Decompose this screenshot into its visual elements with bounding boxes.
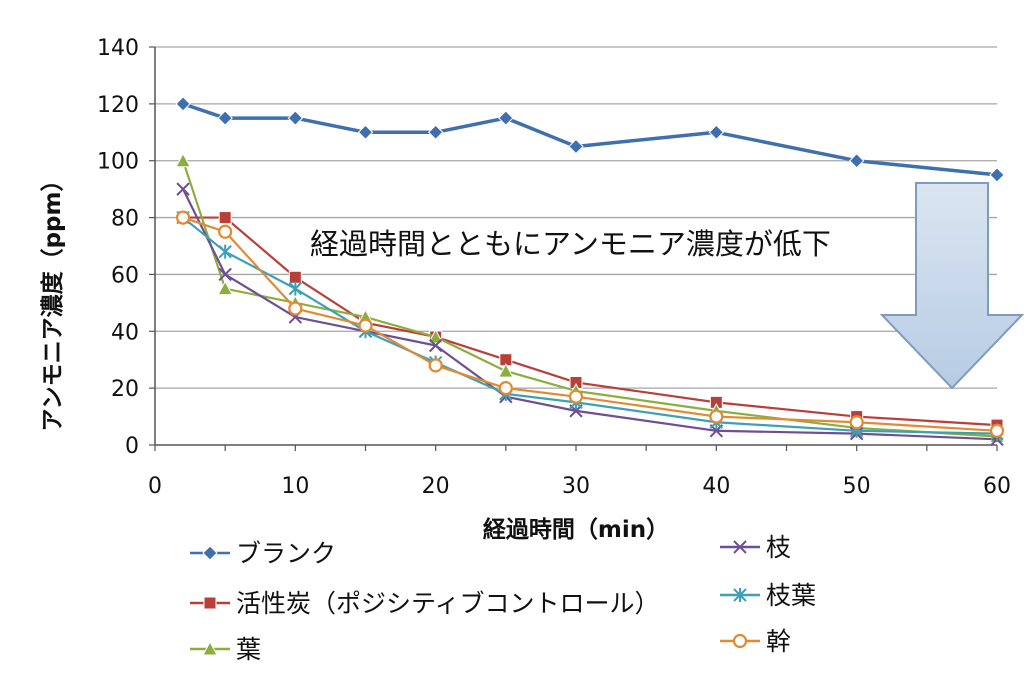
- legend-marker: [733, 588, 747, 602]
- data-point: [175, 96, 191, 112]
- legend-marker: [203, 596, 217, 610]
- legend-marker: [733, 540, 747, 554]
- y-axis-title: アンモニア濃度（ppm）: [39, 169, 66, 432]
- axes: [149, 46, 998, 451]
- y-tick-label: 80: [111, 207, 139, 232]
- legend-marker: [202, 640, 218, 656]
- data-point: [357, 124, 374, 140]
- legend-marker: [202, 545, 218, 561]
- data-point: [217, 110, 233, 126]
- data-point: [989, 423, 1005, 438]
- series-line: [182, 188, 998, 441]
- data-point: [175, 210, 191, 225]
- data-point: [218, 224, 233, 239]
- x-tick-label: 30: [562, 474, 590, 499]
- series-0: [175, 96, 1005, 183]
- gridlines: [155, 46, 997, 389]
- series-line: [182, 160, 998, 438]
- data-point: [709, 409, 724, 424]
- x-tick-label: 60: [983, 474, 1011, 499]
- y-tick-label: 0: [125, 434, 139, 459]
- legend-item: 葉: [190, 635, 261, 664]
- down-arrow-shape: [879, 182, 1024, 390]
- y-tick-label: 100: [97, 150, 139, 175]
- series-line: [182, 102, 998, 177]
- data-point: [217, 280, 234, 296]
- data-point: [288, 270, 302, 284]
- legend-label: 枝葉: [766, 581, 816, 610]
- data-point: [287, 110, 304, 126]
- series-line: [182, 216, 998, 432]
- data-point: [428, 358, 443, 373]
- series-line: [183, 216, 998, 427]
- legend-item: 枝葉: [720, 581, 816, 610]
- data-point: [358, 318, 373, 333]
- legend-item: 枝: [720, 533, 791, 562]
- data-point: [176, 182, 190, 196]
- data-point: [849, 415, 864, 430]
- legend-item: 幹: [720, 627, 791, 656]
- data-point: [218, 211, 232, 225]
- y-tick-label: 20: [111, 377, 139, 402]
- annotation-text: 経過時間とともにアンモニア濃度が低下: [310, 227, 831, 261]
- tick-labels: 0 20 40 60 80 100 120 140 0 10 20 30 40 50 60: [97, 36, 1011, 499]
- legend-item: ブランク: [190, 539, 336, 568]
- data-point: [427, 328, 444, 344]
- x-axis-title: 経過時間（min）: [483, 516, 669, 543]
- data-point: [568, 138, 584, 155]
- down-arrow-annotation: [879, 182, 1024, 390]
- legend-label: 枝: [766, 533, 791, 562]
- y-tick-label: 120: [97, 93, 139, 118]
- data-point: [288, 281, 303, 296]
- data-point: [428, 338, 443, 353]
- series-5: [175, 210, 1005, 438]
- legend-label: 葉: [236, 635, 261, 664]
- data-point: [708, 124, 725, 140]
- data-point: [288, 301, 303, 316]
- y-tick-label: 40: [111, 320, 139, 345]
- data-point: [498, 381, 513, 396]
- data-point: [568, 389, 584, 404]
- legend-item: 活性炭（ポジシティブコントロール）: [190, 589, 660, 618]
- legend-label: 活性炭（ポジシティブコントロール）: [236, 589, 660, 618]
- data-point: [175, 152, 191, 168]
- y-tick-label: 140: [97, 36, 139, 61]
- x-tick-label: 50: [843, 474, 871, 499]
- data-point: [498, 110, 514, 126]
- x-tick-label: 20: [422, 474, 450, 499]
- y-tick-label: 60: [111, 263, 139, 288]
- series-lines: [175, 96, 1005, 447]
- series-3: [176, 182, 1004, 447]
- data-point: [989, 167, 1005, 183]
- legend-marker: [732, 633, 748, 649]
- data-point: [848, 153, 865, 169]
- x-tick-label: 40: [702, 474, 730, 499]
- data-point: [218, 267, 232, 282]
- data-point: [218, 244, 232, 259]
- legend-label: ブランク: [236, 539, 336, 568]
- x-tick-label: 0: [148, 474, 162, 499]
- legend-label: 幹: [766, 627, 791, 656]
- data-point: [497, 363, 514, 378]
- data-point: [427, 124, 444, 140]
- x-tick-label: 10: [281, 474, 309, 499]
